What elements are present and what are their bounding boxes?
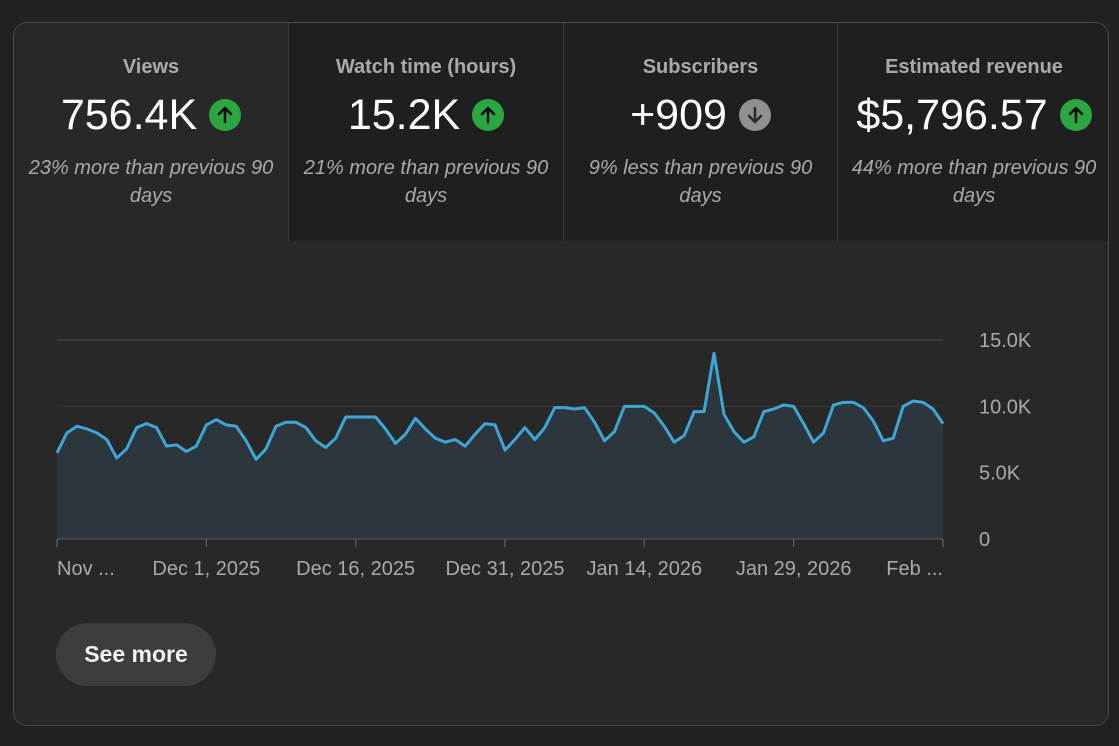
tab-views[interactable]: Views 756.4K 23% more than previous 90 d… xyxy=(14,23,288,241)
trend-up-icon xyxy=(1059,99,1092,131)
x-tick-label: Jan 14, 2026 xyxy=(587,558,703,580)
metric-value: +909 xyxy=(630,91,727,139)
tab-value-row: 756.4K xyxy=(14,89,288,141)
x-tick-label: Feb ... xyxy=(886,558,943,580)
tab-estimated-revenue[interactable]: Estimated revenue $5,796.57 44% more tha… xyxy=(837,23,1108,241)
metric-value: 756.4K xyxy=(60,91,198,139)
metric-comparison: 9% less than previous 90 days xyxy=(588,157,813,207)
analytics-overview-card: Views 756.4K 23% more than previous 90 d… xyxy=(13,22,1109,726)
tab-value-row: $5,796.57 xyxy=(838,89,1108,141)
trend-down-icon xyxy=(738,99,771,131)
series-line xyxy=(55,351,945,461)
tab-watch-time[interactable]: Watch time (hours) 15.2K 21% more than p… xyxy=(288,23,563,241)
tab-title: Watch time (hours) xyxy=(335,56,517,78)
y-tick-label: 5.0K xyxy=(979,463,1021,485)
series-area xyxy=(57,353,943,539)
metric-comparison: 21% more than previous 90 days xyxy=(303,157,549,207)
chart-svg: 0 5.0K 10.0K 15.0K Nov ... Dec 1, 2025 Dec 16,… xyxy=(55,330,1032,580)
see-more-button[interactable]: See more xyxy=(56,623,216,686)
tab-value-row: +909 xyxy=(564,89,837,141)
metric-comparison: 23% more than previous 90 days xyxy=(28,157,274,207)
tab-value-row: 15.2K xyxy=(289,89,563,141)
x-tick-label: Jan 29, 2026 xyxy=(736,558,852,580)
y-tick-label: 0 xyxy=(979,529,990,551)
metric-tabs: Views 756.4K 23% more than previous 90 d… xyxy=(14,23,1108,241)
tab-title: Estimated revenue xyxy=(885,56,1063,78)
x-tick-label: Nov ... xyxy=(57,558,115,580)
trend-up-icon xyxy=(472,99,505,131)
y-tick-label: 15.0K xyxy=(979,330,1032,352)
x-tick-label: Dec 31, 2025 xyxy=(445,558,564,580)
metric-value: 15.2K xyxy=(347,91,461,139)
x-tick-label: Dec 16, 2025 xyxy=(296,558,415,580)
tab-title: Subscribers xyxy=(642,56,759,78)
trend-up-icon xyxy=(209,99,242,131)
tab-title: Views xyxy=(122,56,180,78)
views-chart: 0 5.0K 10.0K 15.0K Nov ... Dec 1, 2025 Dec 16,… xyxy=(14,241,1108,621)
metric-comparison: 44% more than previous 90 days xyxy=(851,157,1097,207)
y-tick-label: 10.0K xyxy=(979,396,1032,418)
tab-subscribers[interactable]: Subscribers +909 9% less than previous 9… xyxy=(563,23,837,241)
metric-value: $5,796.57 xyxy=(856,91,1048,139)
x-tick-label: Dec 1, 2025 xyxy=(152,558,260,580)
